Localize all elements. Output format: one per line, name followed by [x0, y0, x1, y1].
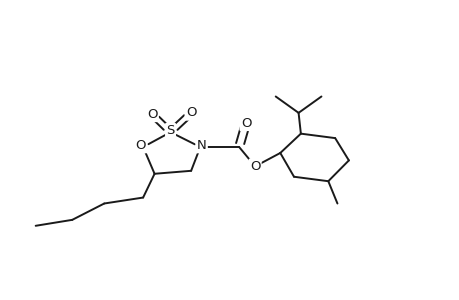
Text: O: O [240, 117, 251, 130]
Text: O: O [135, 139, 146, 152]
Text: O: O [147, 108, 157, 121]
Text: O: O [185, 106, 196, 119]
Text: N: N [196, 139, 206, 152]
Text: O: O [249, 160, 260, 173]
Text: S: S [166, 124, 174, 137]
